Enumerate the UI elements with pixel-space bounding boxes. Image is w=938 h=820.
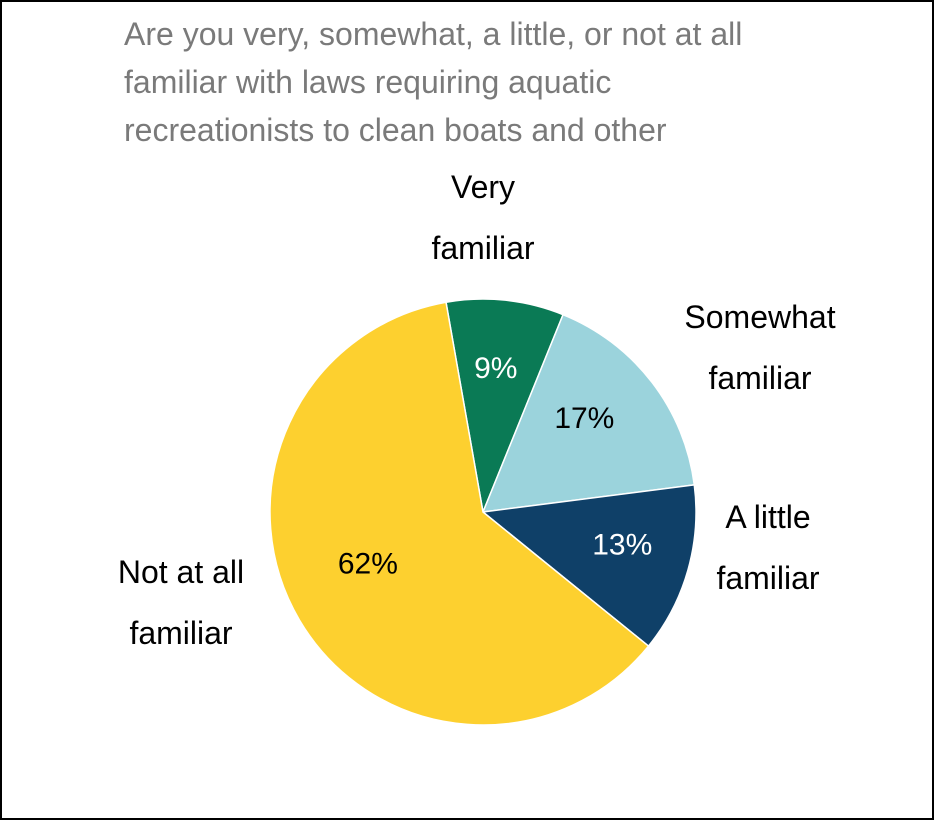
slice-label-somewhat-line-2: familiar (708, 360, 811, 396)
slice-label-somewhat: Somewhat familiar (684, 299, 835, 396)
chart-title-line-2: familiar with laws requiring aquatic (124, 64, 612, 100)
chart-title-line-1: Are you very, somewhat, a little, or not… (124, 16, 743, 52)
pie-slice-a-little (481, 483, 697, 648)
slice-label-not-at-all: Not at all familiar (118, 554, 244, 651)
slice-label-very-line-1: Very (451, 169, 515, 205)
pct-label-not-at-all: 62% (338, 547, 398, 580)
pie-slice-very (445, 298, 565, 515)
slice-label-not-at-all-line-1: Not at all (118, 554, 244, 590)
slice-label-somewhat-line-1: Somewhat (684, 299, 835, 335)
slice-label-very: Very familiar (431, 169, 534, 266)
slice-label-a-little-line-1: A little (725, 499, 810, 535)
slice-label-not-at-all-line-2: familiar (129, 615, 232, 651)
chart-title: Are you very, somewhat, a little, or not… (124, 10, 844, 154)
slice-label-very-line-2: familiar (431, 230, 534, 266)
pct-label-a-little: 13% (592, 528, 652, 561)
pie-slice-not-at-all (269, 301, 650, 726)
slice-label-a-little: A little familiar (716, 499, 819, 596)
pct-label-very: 9% (474, 352, 517, 385)
pie-slice-somewhat (481, 313, 696, 513)
pct-label-somewhat: 17% (554, 402, 614, 435)
slice-label-a-little-line-2: familiar (716, 560, 819, 596)
chart-title-line-3: recreationists to clean boats and other (124, 112, 667, 148)
